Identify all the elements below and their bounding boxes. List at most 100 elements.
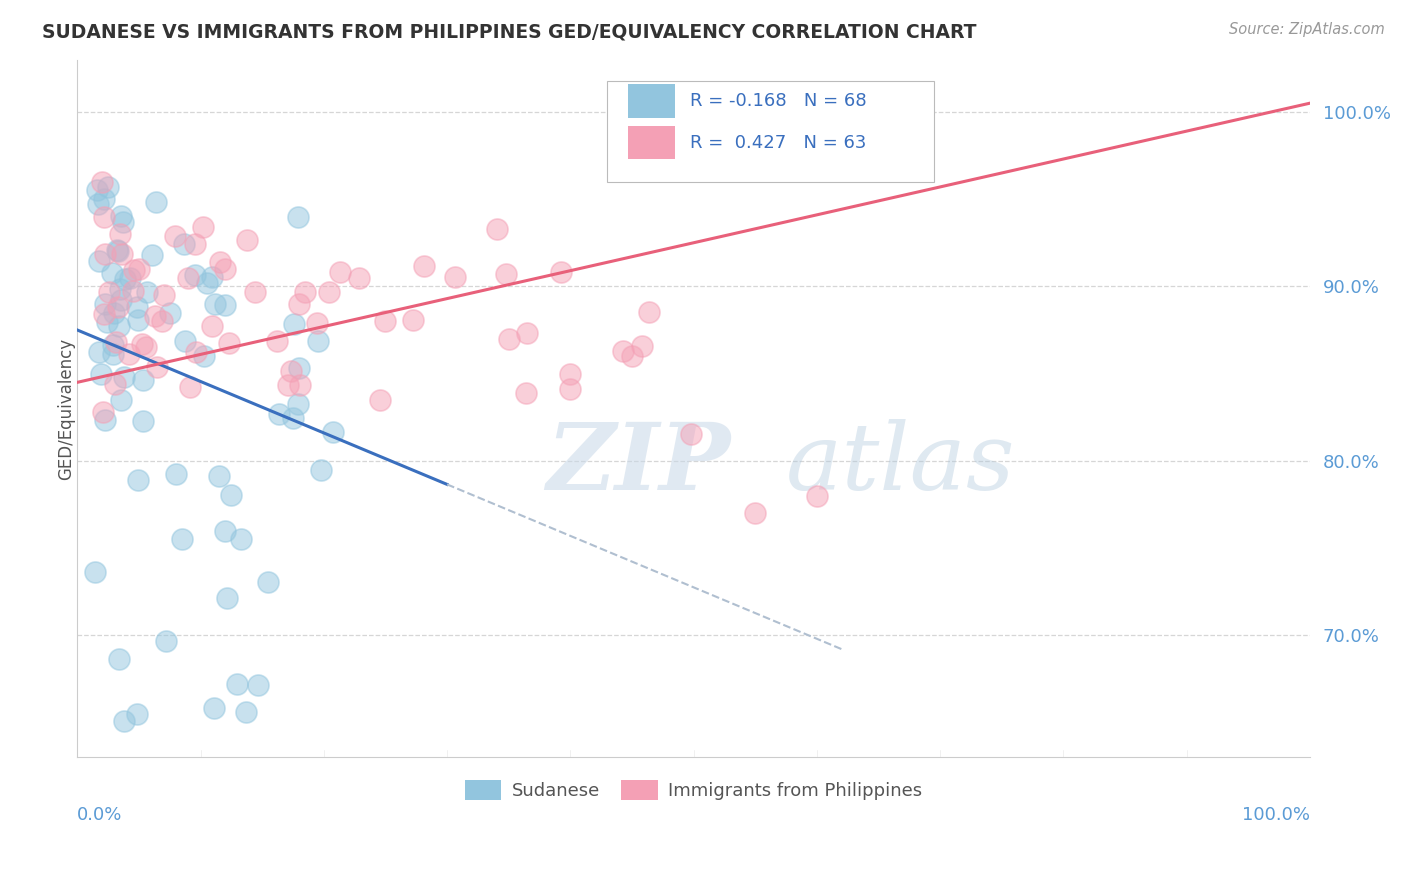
Point bbox=[125, 300, 148, 314]
Point bbox=[86, 183, 108, 197]
Point bbox=[243, 285, 266, 299]
Point bbox=[349, 271, 371, 285]
Point bbox=[193, 349, 215, 363]
Point bbox=[322, 425, 344, 439]
Point bbox=[90, 367, 112, 381]
Text: 0.0%: 0.0% bbox=[77, 806, 122, 824]
Point bbox=[112, 714, 135, 728]
Point bbox=[226, 677, 249, 691]
Point bbox=[136, 285, 159, 299]
Point bbox=[287, 210, 309, 224]
Point bbox=[87, 345, 110, 359]
Point bbox=[280, 364, 302, 378]
Text: atlas: atlas bbox=[786, 419, 1015, 509]
Point bbox=[318, 285, 340, 299]
Point bbox=[631, 339, 654, 353]
Point bbox=[165, 229, 187, 244]
Point bbox=[309, 463, 332, 477]
Point bbox=[267, 407, 290, 421]
Point bbox=[122, 284, 145, 298]
Point bbox=[235, 706, 257, 720]
Point bbox=[105, 243, 128, 257]
Point bbox=[110, 227, 132, 241]
Point bbox=[135, 340, 157, 354]
Point bbox=[184, 344, 207, 359]
Point bbox=[412, 259, 434, 273]
Point bbox=[165, 467, 187, 482]
Point bbox=[806, 489, 828, 503]
Point bbox=[281, 411, 304, 425]
FancyBboxPatch shape bbox=[628, 126, 675, 160]
Point bbox=[495, 267, 517, 281]
Point bbox=[177, 270, 200, 285]
Point bbox=[208, 255, 231, 269]
Point bbox=[329, 264, 352, 278]
Point bbox=[110, 293, 132, 307]
Point bbox=[122, 263, 145, 277]
Point bbox=[257, 575, 280, 590]
Point bbox=[108, 282, 131, 296]
Point bbox=[515, 385, 537, 400]
Point bbox=[550, 265, 572, 279]
Point bbox=[560, 382, 582, 396]
Point bbox=[94, 297, 117, 311]
Point bbox=[132, 373, 155, 387]
Point bbox=[93, 210, 115, 224]
Point bbox=[444, 270, 467, 285]
Point bbox=[131, 337, 153, 351]
Point bbox=[277, 378, 299, 392]
Point bbox=[101, 266, 124, 280]
Point bbox=[214, 262, 236, 277]
Point bbox=[246, 678, 269, 692]
Point bbox=[101, 338, 124, 352]
Point bbox=[155, 633, 177, 648]
Point bbox=[159, 306, 181, 320]
Text: Source: ZipAtlas.com: Source: ZipAtlas.com bbox=[1229, 22, 1385, 37]
Point bbox=[307, 334, 329, 348]
Point bbox=[214, 298, 236, 312]
Point bbox=[183, 237, 205, 252]
Point bbox=[208, 469, 231, 483]
Point bbox=[96, 315, 118, 329]
Point bbox=[112, 370, 135, 384]
Y-axis label: GED/Equivalency: GED/Equivalency bbox=[58, 337, 75, 480]
Point bbox=[112, 215, 135, 229]
Text: 100.0%: 100.0% bbox=[1241, 806, 1310, 824]
Point bbox=[132, 414, 155, 428]
Text: R = -0.168   N = 68: R = -0.168 N = 68 bbox=[690, 92, 866, 110]
Point bbox=[111, 247, 134, 261]
FancyBboxPatch shape bbox=[628, 84, 675, 118]
Point bbox=[202, 701, 225, 715]
Point bbox=[236, 233, 259, 247]
Point bbox=[125, 707, 148, 722]
Point bbox=[94, 247, 117, 261]
Text: ZIP: ZIP bbox=[546, 419, 730, 509]
Point bbox=[93, 412, 115, 426]
Point bbox=[107, 244, 129, 258]
Point bbox=[485, 222, 508, 236]
Point bbox=[173, 334, 195, 348]
Point bbox=[105, 334, 128, 349]
Point bbox=[143, 309, 166, 323]
Point bbox=[283, 318, 305, 332]
Point bbox=[201, 319, 224, 334]
Point bbox=[110, 393, 132, 408]
Text: SUDANESE VS IMMIGRANTS FROM PHILIPPINES GED/EQUIVALENCY CORRELATION CHART: SUDANESE VS IMMIGRANTS FROM PHILIPPINES … bbox=[42, 22, 977, 41]
Point bbox=[146, 359, 169, 374]
FancyBboxPatch shape bbox=[607, 80, 934, 182]
Point bbox=[145, 195, 167, 210]
Point bbox=[141, 248, 163, 262]
Point bbox=[103, 306, 125, 320]
Point bbox=[87, 197, 110, 211]
Point bbox=[193, 219, 215, 234]
Point bbox=[374, 314, 396, 328]
Point bbox=[127, 473, 149, 487]
Point bbox=[219, 488, 242, 502]
Point bbox=[516, 326, 538, 340]
Point bbox=[127, 313, 149, 327]
Point bbox=[214, 524, 236, 538]
Point bbox=[217, 591, 239, 605]
Point bbox=[204, 297, 226, 311]
Point bbox=[201, 269, 224, 284]
Point bbox=[98, 285, 121, 299]
